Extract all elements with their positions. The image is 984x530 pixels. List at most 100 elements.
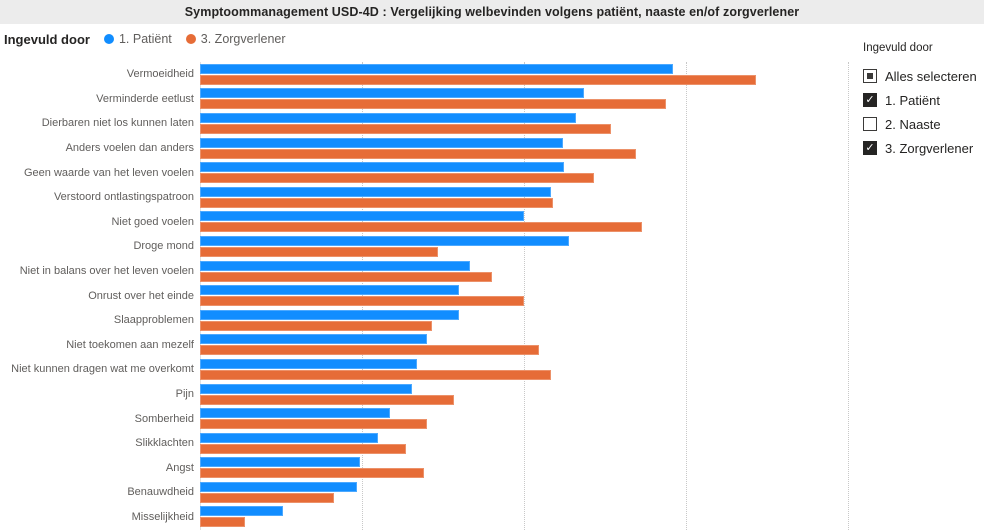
bar-zorgverlener[interactable] (200, 419, 427, 430)
category-label: Verminderde eetlust (96, 92, 194, 105)
bar-zorgverlener[interactable] (200, 246, 439, 257)
chart-row: Geen waarde van het leven voelen (0, 160, 890, 185)
bar-group (200, 358, 890, 380)
bar-group (200, 112, 890, 134)
bar-zorgverlener[interactable] (200, 148, 636, 159)
chart-row: Somberheid (0, 406, 890, 431)
bar-zorgverlener[interactable] (200, 173, 594, 184)
bar-group (200, 432, 890, 454)
filter-item-naaste[interactable]: 2. Naaste (863, 112, 983, 136)
bar-zorgverlener[interactable] (200, 394, 455, 405)
category-label: Somberheid (134, 412, 194, 425)
chart-row: Dierbaren niet los kunnen laten (0, 111, 890, 136)
filter-panel-ingevuld-door: Ingevuld door Alles selecteren 1. Patiën… (857, 42, 983, 160)
bar-zorgverlener[interactable] (200, 99, 667, 110)
category-label: Angst (165, 461, 194, 474)
bar-group (200, 137, 890, 159)
bar-patient[interactable] (200, 260, 471, 271)
filter-item-label: Alles selecteren (885, 68, 977, 84)
bar-zorgverlener[interactable] (200, 222, 643, 233)
chart-legend: Ingevuld door 1. Patiënt 3. Zorgverlener (4, 26, 286, 52)
bar-zorgverlener[interactable] (200, 492, 335, 503)
bar-zorgverlener[interactable] (200, 123, 612, 134)
bar-group (200, 88, 890, 110)
bar-patient[interactable] (200, 383, 413, 394)
bar-group (200, 162, 890, 184)
chart-row: Vermoeidheid (0, 62, 890, 87)
category-label: Onrust over het einde (88, 289, 194, 302)
filter-item-label: 2. Naaste (885, 116, 941, 132)
category-label: Misselijkheid (131, 510, 194, 523)
bar-patient[interactable] (200, 63, 673, 74)
category-label: Anders voelen dan anders (65, 142, 194, 155)
chart-row: Niet toekomen aan mezelf (0, 333, 890, 358)
filter-panel-title: Ingevuld door (863, 42, 933, 54)
bar-group (200, 457, 890, 479)
bar-zorgverlener[interactable] (200, 320, 432, 331)
bar-patient[interactable] (200, 112, 576, 123)
bar-zorgverlener[interactable] (200, 271, 492, 282)
category-label: Niet toekomen aan mezelf (66, 338, 194, 351)
category-label: Niet goed voelen (111, 215, 194, 228)
bar-patient[interactable] (200, 211, 524, 222)
bar-patient[interactable] (200, 506, 283, 517)
bar-patient[interactable] (200, 186, 552, 197)
bar-patient[interactable] (200, 334, 427, 345)
bar-patient[interactable] (200, 88, 584, 99)
bar-group (200, 334, 890, 356)
bar-patient[interactable] (200, 162, 565, 173)
naaste-checkbox[interactable] (863, 117, 877, 131)
patient-checkbox[interactable] (863, 93, 877, 107)
category-label: Slaapproblemen (113, 314, 194, 327)
bar-group (200, 260, 890, 282)
bar-zorgverlener[interactable] (200, 443, 406, 454)
category-label: Droge mond (133, 240, 194, 253)
bar-zorgverlener[interactable] (200, 369, 552, 380)
chart-row: Anders voelen dan anders (0, 136, 890, 161)
bar-patient[interactable] (200, 432, 379, 443)
bar-zorgverlener[interactable] (200, 74, 756, 85)
bar-patient[interactable] (200, 408, 390, 419)
zorgverlener-checkbox[interactable] (863, 141, 877, 155)
alles-selecteren-checkbox[interactable] (863, 69, 877, 83)
bar-chart: Vermoeidheid Verminderde eetlust Dierbaren… (0, 62, 890, 530)
chart-title-bar: Symptoommanagement USD-4D : Vergelijking… (0, 0, 984, 24)
category-label: Slikklachten (135, 437, 194, 450)
bar-zorgverlener[interactable] (200, 468, 424, 479)
bar-patient[interactable] (200, 235, 570, 246)
bar-group (200, 285, 890, 307)
bar-group (200, 506, 890, 528)
bar-zorgverlener[interactable] (200, 517, 246, 528)
category-label: Geen waarde van het leven voelen (23, 166, 194, 179)
filter-item-label: 1. Patiënt (885, 92, 940, 108)
category-label: Niet kunnen dragen wat me overkomt (11, 363, 194, 376)
chart-row: Angst (0, 456, 890, 481)
bar-patient[interactable] (200, 309, 460, 320)
bar-patient[interactable] (200, 457, 361, 468)
chart-row: Droge mond (0, 234, 890, 259)
chart-rows: Vermoeidheid Verminderde eetlust Dierbaren… (0, 62, 890, 529)
bar-group (200, 63, 890, 85)
bar-zorgverlener[interactable] (200, 345, 539, 356)
chart-row: Niet kunnen dragen wat me overkomt (0, 357, 890, 382)
bar-patient[interactable] (200, 137, 563, 148)
legend-item-patient[interactable]: 1. Patiënt (103, 32, 172, 46)
category-label: Verstoord ontlastingspatroon (53, 191, 194, 204)
bar-patient[interactable] (200, 358, 418, 369)
filter-item-zorgverlener[interactable]: 3. Zorgverlener (863, 136, 983, 160)
legend-item-label: 1. Patiënt (118, 32, 172, 46)
bar-zorgverlener[interactable] (200, 197, 554, 208)
filter-item-alles-selecteren[interactable]: Alles selecteren (863, 64, 983, 88)
chart-row: Pijn (0, 382, 890, 407)
chart-row: Verstoord ontlastingspatroon (0, 185, 890, 210)
bar-zorgverlener[interactable] (200, 296, 524, 307)
filter-item-patient[interactable]: 1. Patiënt (863, 88, 983, 112)
legend-item-zorgverlener[interactable]: 3. Zorgverlener (185, 32, 286, 46)
bar-group (200, 383, 890, 405)
bar-patient[interactable] (200, 285, 460, 296)
legend-item-label: 3. Zorgverlener (200, 32, 286, 46)
bar-patient[interactable] (200, 481, 358, 492)
chart-row: Slaapproblemen (0, 308, 890, 333)
bar-group (200, 211, 890, 233)
legend-title: Ingevuld door (4, 31, 90, 47)
